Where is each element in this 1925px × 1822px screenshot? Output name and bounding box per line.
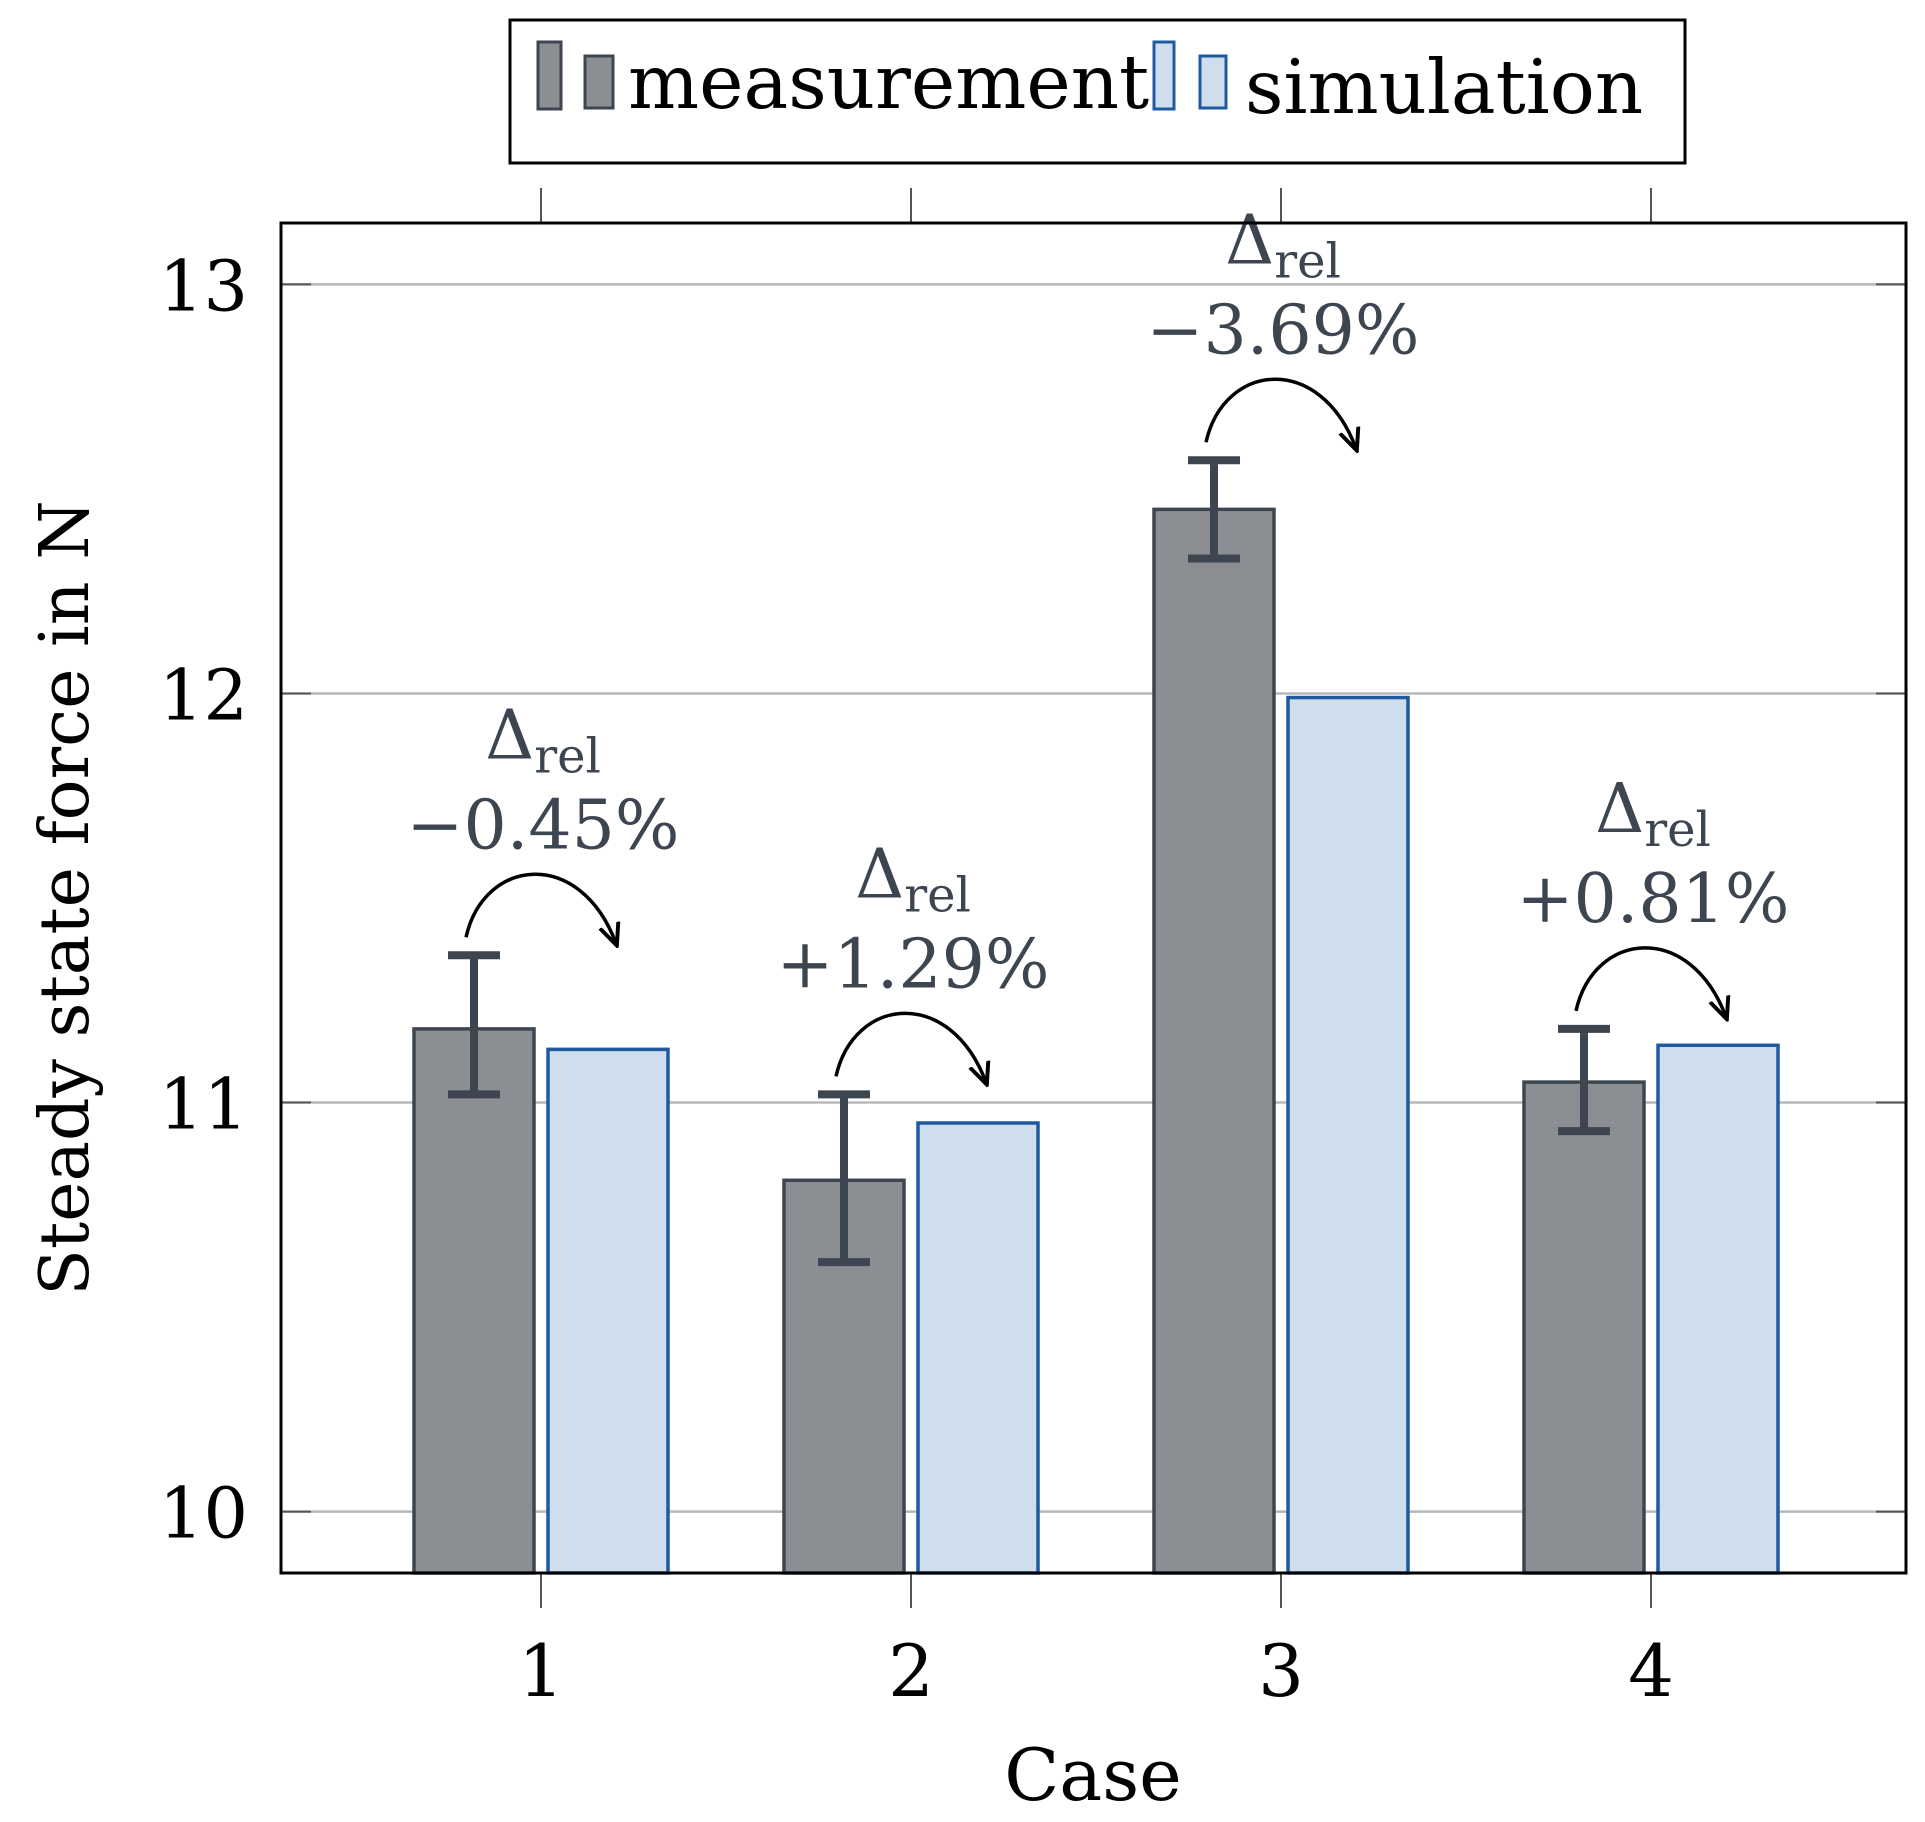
legend-swatch-measurement-b: [583, 54, 615, 110]
annotation-arrow: [834, 1011, 986, 1082]
bars: [412, 507, 1780, 1575]
legend-label-measurement: measurement: [628, 38, 1149, 126]
annotation-delta-subscript: rel: [1274, 233, 1341, 289]
x-axis-label: Case: [1004, 1733, 1182, 1817]
annotation-case-4: +0.81%Δrel: [1517, 770, 1790, 1017]
x-tick-label: 2: [888, 1629, 934, 1713]
y-tick-label: 11: [159, 1064, 248, 1146]
bar-measurement-case-4: [1522, 1080, 1646, 1575]
annotation-delta-label: Δrel: [485, 696, 601, 784]
y-axis-label: Steady state force in N: [26, 500, 105, 1295]
annotation-case-2: +1.29%Δrel: [777, 835, 1050, 1082]
annotation-delta-label: Δrel: [1225, 201, 1341, 289]
x-tick-label: 3: [1258, 1629, 1304, 1713]
x-tick-label: 4: [1628, 1629, 1674, 1713]
y-tick-label: 10: [159, 1473, 248, 1555]
annotations: −0.45%Δrel+1.29%Δrel−3.69%Δrel+0.81%Δrel: [407, 201, 1790, 1082]
annotation-delta-subscript: rel: [1644, 802, 1711, 858]
annotation-delta-symbol: Δ: [1595, 770, 1644, 849]
bar-measurement-case-1: [412, 1027, 536, 1575]
annotation-delta-subscript: rel: [534, 728, 601, 784]
bar-simulation-case-3: [1286, 695, 1410, 1575]
y-tick-label: 13: [159, 245, 248, 327]
plot-frame: [279, 221, 1908, 1575]
error-bar-case-2: [818, 1090, 870, 1267]
annotation-delta-subscript: rel: [904, 867, 971, 923]
bar-measurement-case-3: [1152, 507, 1276, 1575]
annotation-value: −3.69%: [1147, 291, 1420, 370]
error-bars: [448, 456, 1610, 1267]
error-bar-case-4: [1558, 1024, 1610, 1136]
bar-simulation-case-4: [1656, 1043, 1780, 1575]
annotation-delta-label: Δrel: [1595, 770, 1711, 858]
annotation-value: −0.45%: [407, 786, 680, 865]
annotation-delta-symbol: Δ: [855, 835, 904, 914]
annotation-case-1: −0.45%Δrel: [407, 696, 680, 943]
bar-simulation-case-2: [916, 1121, 1040, 1575]
y-tick-label: 12: [159, 654, 248, 736]
legend-swatch-simulation-b: [1198, 54, 1228, 110]
annotation-delta-symbol: Δ: [1225, 201, 1274, 280]
annotation-delta-symbol: Δ: [485, 696, 534, 775]
bar-simulation-case-1: [546, 1047, 670, 1575]
annotation-arrow: [1574, 946, 1726, 1017]
annotation-value: +0.81%: [1517, 860, 1790, 939]
legend: measurement simulation: [508, 18, 1687, 165]
legend-swatch-measurement-a: [536, 40, 563, 111]
legend-label-simulation: simulation: [1245, 43, 1643, 131]
annotation-arrow: [1204, 377, 1356, 448]
annotation-arrow: [464, 872, 616, 943]
error-bar-case-3: [1188, 456, 1240, 563]
legend-box: [508, 18, 1687, 165]
legend-swatch-simulation-a: [1152, 40, 1176, 111]
annotation-case-3: −3.69%Δrel: [1147, 201, 1420, 448]
annotation-delta-label: Δrel: [855, 835, 971, 923]
annotation-value: +1.29%: [777, 925, 1050, 1004]
error-bar-case-1: [448, 951, 500, 1099]
x-tick-label: 1: [518, 1629, 564, 1713]
